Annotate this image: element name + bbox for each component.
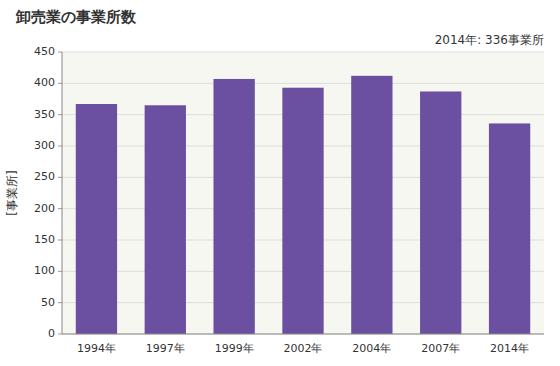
tick-label: 100 [34,264,55,277]
grid-line [62,52,544,53]
tick-mark [58,52,62,53]
chart-svg: 0501001502002503003504004501994年1997年199… [0,0,560,366]
tick-label: 1994年 [77,342,116,355]
tick-mark [58,114,62,115]
tick-mark [58,177,62,178]
y-grid [62,52,544,334]
tick-label: 400 [34,76,55,89]
chart-container: 0501001502002503003504004501994年1997年199… [0,0,560,366]
bar [76,104,117,334]
y-ticks: 0 50 100 150 200 250 300 350 400 450 [34,45,62,340]
y-axis-line [62,52,63,334]
tick-label: 250 [34,170,55,183]
x-axis-line [62,334,544,335]
plot-background [62,52,544,334]
bar [420,91,461,334]
grid-line [62,83,544,84]
tick-label: 200 [34,202,55,215]
tick-label: 2014年 [490,342,529,355]
tick-label: 300 [34,139,55,152]
tick-label: 2002年 [284,342,323,355]
tick-label: 1999年 [215,342,254,355]
tick-label: 1997年 [146,342,185,355]
x-ticks: 1994年 1997年 1999年 2002年 2004年 2007年 2014年 [77,342,529,355]
tick-mark [58,271,62,272]
bar [213,79,254,334]
grid-line [62,334,544,335]
bar [145,105,186,334]
bar [282,88,323,334]
tick-label: 2004年 [352,342,391,355]
tick-label: 450 [34,45,55,58]
tick-mark [58,240,62,241]
y-axis-label: [事業所] [5,170,19,215]
bar [351,76,392,334]
chart-title: 卸売業の事業所数 [15,8,137,26]
annotation: 2014年: 336事業所 [435,33,544,47]
tick-mark [58,334,62,335]
tick-mark [58,146,62,147]
tick-label: 150 [34,233,55,246]
tick-mark [58,83,62,84]
bar [489,123,530,334]
tick-label: 2007年 [421,342,460,355]
tick-label: 350 [34,108,55,121]
tick-label: 0 [48,327,55,340]
tick-label: 50 [41,296,55,309]
bars [76,76,530,334]
tick-mark [58,302,62,303]
tick-mark [58,208,62,209]
